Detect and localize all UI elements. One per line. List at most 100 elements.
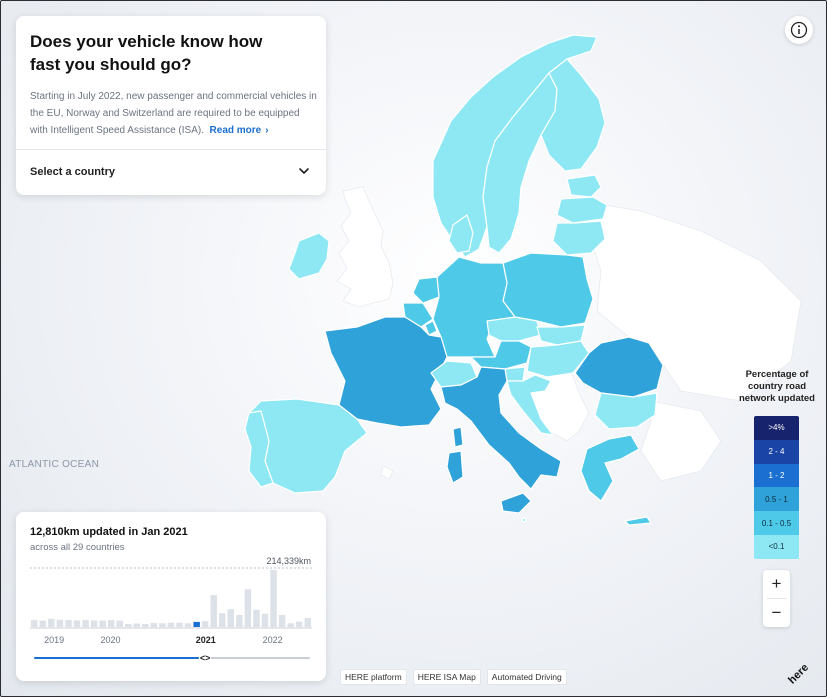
country-france-corsica[interactable] xyxy=(452,426,464,448)
zoom-in-button[interactable]: + xyxy=(771,574,782,593)
stats-card: 12,810km updated in Jan 2021 across all … xyxy=(16,512,326,681)
bar[interactable] xyxy=(39,620,47,627)
footer-link[interactable]: HERE ISA Map xyxy=(412,669,481,685)
country-select[interactable]: Select a country xyxy=(16,150,326,195)
ocean-label: ATLANTIC OCEAN xyxy=(9,459,100,470)
country-romania[interactable] xyxy=(574,336,664,398)
non-member-land xyxy=(336,186,802,482)
year-axis: 2019 2020 2021 2022 xyxy=(30,635,312,649)
page-title: Does your vehicle know how fast you shou… xyxy=(30,32,263,74)
bar[interactable] xyxy=(227,609,235,627)
country-bulgaria[interactable] xyxy=(594,392,658,430)
bar[interactable] xyxy=(201,621,209,627)
bar[interactable] xyxy=(287,623,294,627)
legend-item: 2 - 4 xyxy=(754,439,799,464)
zoom-divider xyxy=(767,598,786,599)
slider-handle[interactable]: <> xyxy=(199,652,212,664)
read-more-label: Read more xyxy=(209,125,262,136)
bar[interactable] xyxy=(65,620,72,627)
country-belgium[interactable] xyxy=(402,302,434,328)
country-malta[interactable] xyxy=(521,517,527,523)
legend-item: 1 - 2 xyxy=(754,463,799,488)
country-luxembourg[interactable] xyxy=(424,320,438,336)
bar[interactable] xyxy=(176,622,183,627)
year-label: 2019 xyxy=(44,635,65,645)
bar[interactable] xyxy=(82,620,89,627)
bar[interactable] xyxy=(159,623,166,627)
bar[interactable] xyxy=(31,620,38,627)
bar[interactable] xyxy=(270,570,277,627)
bar[interactable] xyxy=(48,618,55,627)
country-poland[interactable] xyxy=(502,252,594,328)
legend-title: Percentage of country road network updat… xyxy=(738,369,815,404)
country-netherlands[interactable] xyxy=(412,276,440,304)
bar[interactable] xyxy=(304,618,312,627)
legend-item: 0.1 - 0.5 xyxy=(754,511,799,535)
stats-headline: 12,810km updated in Jan 2021 xyxy=(30,526,188,538)
read-more-link[interactable]: Read more › xyxy=(210,125,269,136)
divider xyxy=(16,149,326,150)
bar[interactable] xyxy=(278,615,286,627)
info-button[interactable] xyxy=(785,16,813,44)
bar[interactable] xyxy=(236,615,243,627)
bar[interactable] xyxy=(261,613,269,627)
bar[interactable] xyxy=(150,623,158,627)
country-italy[interactable] xyxy=(440,366,562,490)
country-lithuania[interactable] xyxy=(552,220,606,256)
country-estonia[interactable] xyxy=(566,174,602,198)
monthly-bar-chart[interactable] xyxy=(30,567,312,632)
zoom-control: + − xyxy=(763,570,790,627)
chevron-right-icon: › xyxy=(265,125,269,136)
country-greece-crete[interactable] xyxy=(624,516,652,526)
bar[interactable] xyxy=(184,623,192,627)
zoom-out-button[interactable]: − xyxy=(771,603,782,622)
max-value-label: 214,339km xyxy=(266,556,311,566)
info-icon xyxy=(790,21,808,39)
country-ireland[interactable] xyxy=(288,232,330,280)
slider-fill xyxy=(34,657,200,659)
description-text: Starting in July 2022, new passenger and… xyxy=(30,91,317,136)
bar[interactable] xyxy=(219,613,226,627)
country-denmark[interactable] xyxy=(448,214,474,254)
bar[interactable] xyxy=(99,620,106,627)
bar[interactable] xyxy=(295,621,303,627)
country-select-label: Select a country xyxy=(30,166,115,178)
legend-item: 0.5 - 1 xyxy=(754,487,799,512)
bar[interactable] xyxy=(244,589,252,627)
bar[interactable] xyxy=(56,619,64,627)
intro-card: Does your vehicle know how fast you shou… xyxy=(16,16,326,195)
bar[interactable] xyxy=(142,624,149,627)
country-greece[interactable] xyxy=(580,434,640,502)
bar[interactable] xyxy=(210,595,218,627)
bar[interactable] xyxy=(125,624,132,627)
bar[interactable] xyxy=(90,620,98,627)
country-finland[interactable] xyxy=(540,58,606,172)
bar[interactable] xyxy=(253,609,260,627)
country-italy-sicily[interactable] xyxy=(500,492,532,514)
country-latvia[interactable] xyxy=(556,196,608,224)
footer-link[interactable]: HERE platform xyxy=(340,669,407,685)
bar[interactable] xyxy=(116,620,124,627)
bar[interactable] xyxy=(167,622,175,627)
bar[interactable] xyxy=(73,620,81,627)
country-slovenia[interactable] xyxy=(504,366,526,382)
country-hungary[interactable] xyxy=(526,340,590,378)
legend-item: >4% xyxy=(754,416,799,440)
country-portugal[interactable] xyxy=(244,410,274,488)
bar[interactable] xyxy=(133,623,141,628)
country-italy-sardinia[interactable] xyxy=(446,450,464,484)
bar[interactable] xyxy=(193,621,200,627)
timeline-slider[interactable]: <> xyxy=(34,652,310,666)
footer-link[interactable]: Automated Driving xyxy=(486,669,567,685)
footer-links: HERE platform HERE ISA Map Automated Drivi… xyxy=(340,669,567,685)
intro-description: Starting in July 2022, new passenger and… xyxy=(30,88,320,139)
country-czechia[interactable] xyxy=(486,316,542,342)
year-label: 2021 xyxy=(195,635,216,645)
chevron-down-icon xyxy=(299,168,309,174)
legend-item: <0.1 xyxy=(754,534,799,559)
country-croatia[interactable] xyxy=(506,374,554,436)
bar[interactable] xyxy=(107,620,115,627)
